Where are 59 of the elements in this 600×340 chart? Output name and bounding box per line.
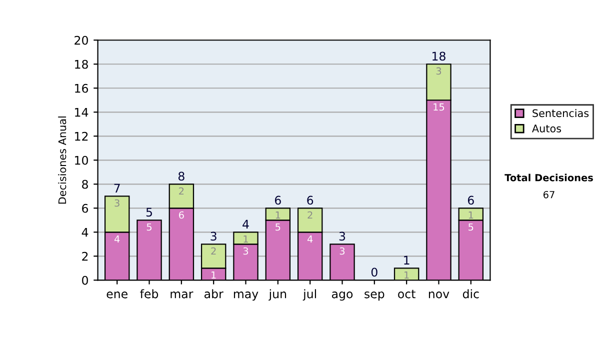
data-label: 3 — [243, 247, 248, 255]
x-tick-label: dic — [462, 289, 479, 298]
data-label: 1 — [244, 235, 248, 243]
total-label: 1 — [404, 256, 410, 265]
total-label: 5 — [146, 208, 152, 217]
y-tick-label: 16 — [75, 84, 88, 93]
text: Total Decisiones — [504, 174, 593, 182]
y-tick-label: 14 — [75, 108, 88, 117]
x-tick-label: ago — [332, 292, 353, 301]
data-label: 1 — [212, 271, 216, 279]
total-label: 4 — [242, 220, 249, 228]
x-tick-label: may — [234, 292, 258, 301]
data-label: 2 — [211, 247, 216, 255]
data-label: 6 — [179, 211, 184, 219]
data-label: 5 — [276, 223, 280, 231]
y-tick-label: 8 — [82, 180, 88, 189]
total-label: 3 — [210, 232, 216, 241]
x-tick-label: sep — [364, 292, 384, 301]
total-label: 6 — [274, 196, 281, 205]
x-tick-label: mar — [170, 292, 194, 298]
y-tick-label: 20 — [74, 36, 88, 45]
data-label: 15 — [434, 103, 444, 111]
y-tick-label: 10 — [75, 156, 88, 165]
x-tick-label: feb — [140, 289, 158, 298]
total-label: 6 — [307, 196, 314, 205]
data-label: 1 — [404, 271, 409, 279]
legend-label: Autos — [532, 124, 562, 132]
data-label: 3 — [436, 67, 442, 75]
y-tick-label: 0 — [82, 276, 88, 285]
data-label: 1 — [276, 211, 280, 219]
legend-label: Sentencias — [532, 109, 589, 118]
total-label: 0 — [371, 268, 378, 277]
data-label: 4 — [307, 235, 313, 243]
x-tick-label: jun — [268, 289, 286, 301]
y-tick-label: 4 — [82, 228, 88, 237]
y-tick-label: 12 — [75, 132, 88, 141]
data-label: 5 — [468, 223, 474, 231]
y-tick-label: 2 — [82, 252, 88, 261]
total-label: 6 — [468, 196, 474, 205]
data-label: 2 — [179, 187, 184, 195]
data-label: 3 — [114, 199, 120, 207]
y-tick-label: 6 — [82, 204, 88, 213]
x-tick-label: nov — [428, 292, 450, 298]
x-tick-label: jul — [302, 289, 316, 301]
text: 67 — [543, 190, 554, 198]
data-label: 3 — [340, 247, 345, 255]
data-label: 1 — [468, 211, 474, 219]
data-label: 4 — [114, 235, 120, 243]
x-tick-label: oct — [398, 290, 416, 298]
x-tick-label: ene — [106, 292, 128, 298]
total-label: 7 — [114, 184, 120, 192]
y-tick-label: 18 — [75, 60, 88, 69]
total-label: 8 — [178, 172, 184, 181]
data-label: 2 — [308, 211, 312, 219]
data-label: 5 — [146, 223, 152, 231]
total-label: 18 — [432, 52, 446, 61]
total-label: 3 — [339, 232, 346, 241]
x-tick-label: abr — [204, 289, 224, 298]
y-axis-title: Decisiones Anual — [58, 116, 66, 204]
